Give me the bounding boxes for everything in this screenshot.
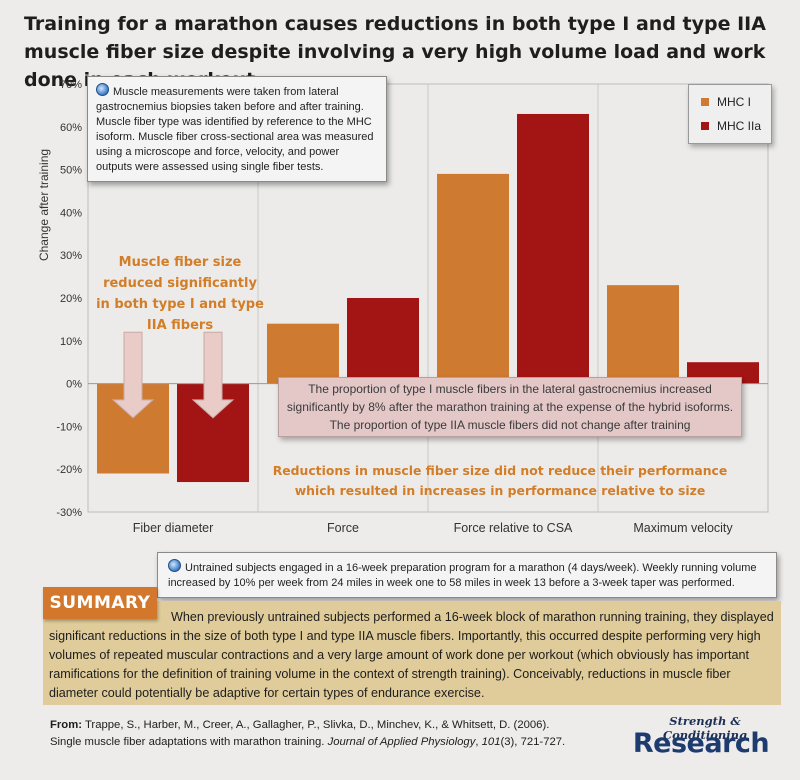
legend-item-mhc2a: MHC IIa [701, 119, 761, 133]
bar-mhc2a-1 [347, 298, 419, 384]
citation-authors: Trappe, S., Harber, M., Creer, A., Galla… [84, 719, 550, 731]
legend-swatch-mhc1 [701, 98, 709, 106]
y-tick-label: 50% [60, 165, 82, 177]
bar-mhc2a-2 [517, 113, 589, 384]
method-note: Muscle measurements were taken from late… [87, 76, 387, 182]
y-tick-label: 30% [60, 250, 82, 262]
citation: From: Trappe, S., Harber, M., Creer, A.,… [50, 719, 566, 748]
legend-swatch-mhc2a [701, 122, 709, 130]
x-category-label: Force [327, 521, 359, 535]
size-callout: Muscle fiber size reduced significantly … [96, 255, 264, 333]
legend-label-mhc1: MHC I [717, 95, 751, 109]
y-tick-label: 10% [60, 336, 82, 348]
citation-from-label: From: [50, 719, 83, 731]
legend-item-mhc1: MHC I [701, 95, 751, 109]
x-category-label: Force relative to CSA [454, 521, 573, 535]
summary-panel [43, 601, 781, 705]
magnifier-icon [168, 559, 181, 572]
y-tick-label: 0% [66, 379, 82, 391]
y-tick-label: 70% [60, 79, 82, 91]
y-tick-label: -10% [56, 421, 82, 433]
x-category-label: Maximum velocity [633, 521, 733, 535]
bar-mhc1-1 [267, 323, 339, 384]
summary-tag: SUMMARY [43, 587, 157, 619]
citation-journal: Journal of Applied Physiology [327, 736, 476, 748]
chart-legend: MHC I MHC IIa [688, 84, 772, 144]
citation-issue-pages: (3), 721-727. [500, 736, 566, 748]
performance-callout: Reductions in muscle fiber size did not … [272, 463, 728, 498]
protocol-note: Untrained subjects engaged in a 16-week … [157, 552, 777, 598]
citation-volume: 101 [481, 736, 501, 748]
down-arrow-icon [191, 331, 235, 419]
y-tick-label: -30% [56, 507, 82, 519]
down-arrow-icon [111, 331, 155, 419]
citation-title: Single muscle fiber adaptations with mar… [50, 736, 325, 748]
proportion-callout: The proportion of type I muscle fibers i… [278, 377, 742, 437]
method-note-text: Muscle measurements were taken from late… [96, 86, 374, 173]
y-tick-label: 20% [60, 293, 82, 305]
y-tick-label: -20% [56, 464, 82, 476]
y-tick-label: 60% [60, 122, 82, 134]
magnifier-icon [96, 83, 109, 96]
protocol-note-text: Untrained subjects engaged in a 16-week … [168, 562, 757, 589]
legend-label-mhc2a: MHC IIa [717, 119, 762, 133]
summary-text: When previously untrained subjects perfo… [49, 610, 774, 700]
brand-tagline: Strength & Conditioning [662, 714, 748, 742]
y-axis-label: Change after training [37, 149, 51, 261]
x-category-label: Fiber diameter [133, 521, 214, 535]
bar-mhc1-3 [607, 285, 679, 384]
y-tick-label: 40% [60, 207, 82, 219]
page-title: Training for a marathon causes reduction… [24, 13, 766, 91]
bar-mhc1-2 [437, 173, 509, 384]
brand-logo: Research [632, 728, 770, 759]
